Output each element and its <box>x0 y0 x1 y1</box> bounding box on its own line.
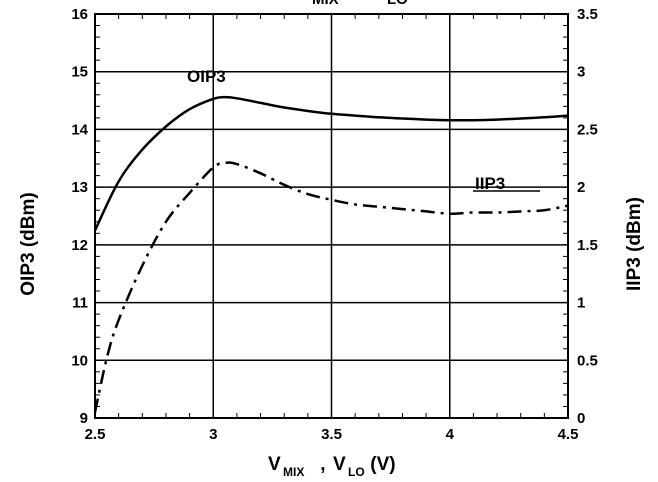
series-label-oip3: OIP3 <box>187 67 226 86</box>
y-right-tick-label: 1 <box>577 295 585 312</box>
tick-labels: 2.5 3 3.5 4 4.5 9 10 11 12 13 14 15 16 0 0.5 1 1.5 2 2.5 3 3… <box>71 6 598 443</box>
y-right-tick-label: 0.5 <box>577 352 598 369</box>
y-left-tick-label: 16 <box>71 6 88 23</box>
y-right-tick-label: 1.5 <box>577 237 598 254</box>
series-layer <box>93 95 569 413</box>
series-line-iip3 <box>93 161 569 413</box>
chart-title-fragment: MIX LO <box>312 0 408 8</box>
y-right-tick-label: 0 <box>577 410 585 427</box>
x-tick-label: 4 <box>446 426 455 443</box>
series-label-iip3: IIP3 <box>475 174 505 193</box>
y-left-tick-label: 14 <box>71 121 88 138</box>
y-axis-left-label: OIP3 (dBm) <box>18 192 39 295</box>
series-line-oip3 <box>93 95 569 231</box>
x-tick-label: 4.5 <box>558 426 579 443</box>
x-tick-label: 2.5 <box>85 426 106 443</box>
x-axis-label-v1: V <box>268 454 281 475</box>
y-axis-right-label: IIP3 (dBm) <box>624 197 645 291</box>
y-left-tick-label: 12 <box>71 237 88 254</box>
x-axis-label-unit: (V) <box>365 454 396 475</box>
y-left-tick-label: 9 <box>80 410 88 427</box>
y-left-tick-label: 15 <box>71 64 88 81</box>
x-axis-label-sep: , <box>315 454 331 475</box>
x-tick-label: 3 <box>209 426 217 443</box>
y-left-tick-label: 11 <box>72 295 88 312</box>
y-left-tick-label: 13 <box>71 179 88 196</box>
y-right-tick-label: 2.5 <box>577 121 598 138</box>
title-fragment-mix: MIX <box>312 0 339 8</box>
title-fragment-lo: LO <box>387 0 408 8</box>
x-axis-label-sub-mix: MIX <box>283 465 304 479</box>
x-tick-label: 3.5 <box>321 426 342 443</box>
grid <box>95 14 568 418</box>
y-right-tick-label: 3 <box>577 64 585 81</box>
x-axis-label: V MIX , V LO (V) <box>268 454 396 479</box>
plot-area-frame <box>94 13 569 419</box>
x-axis-label-v2: V <box>333 454 346 475</box>
y-right-tick-label: 3.5 <box>577 6 598 23</box>
y-left-tick-label: 10 <box>71 352 88 369</box>
y-right-tick-label: 2 <box>577 179 585 196</box>
x-axis-label-sub-lo: LO <box>348 465 365 479</box>
